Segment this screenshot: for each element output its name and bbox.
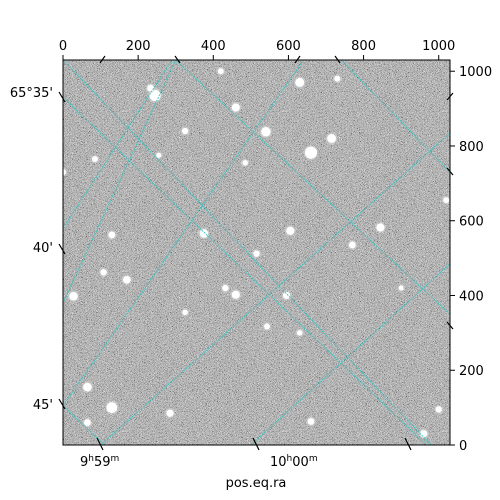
grid-line xyxy=(63,60,432,445)
star xyxy=(332,74,342,84)
star xyxy=(106,230,117,240)
x-tick-label: 1000 xyxy=(422,39,455,54)
star xyxy=(306,416,316,427)
grid-line xyxy=(100,132,450,445)
star xyxy=(98,267,109,277)
ra-top-tick xyxy=(334,55,341,64)
star xyxy=(293,76,306,89)
pixel-y-axis-right: 0 200 400 600 800 1000 xyxy=(450,65,492,454)
star xyxy=(325,132,338,145)
plot-area xyxy=(62,59,451,446)
star xyxy=(295,328,304,338)
star xyxy=(198,227,210,240)
dec-tick-mark xyxy=(58,243,66,255)
y-tick-label: 200 xyxy=(459,364,484,379)
y-tick-label: 400 xyxy=(459,289,484,304)
star xyxy=(220,283,230,293)
star xyxy=(281,290,292,301)
star xyxy=(164,408,176,419)
star xyxy=(434,404,444,415)
ra-tick-label: 9h59m xyxy=(80,454,119,470)
grid-line xyxy=(63,60,304,407)
star xyxy=(145,83,156,93)
ra-top-tick xyxy=(99,55,106,64)
x-tick-label: 600 xyxy=(276,39,301,54)
y-tick-label: 0 xyxy=(459,439,467,454)
x-tick-label: 200 xyxy=(126,39,151,54)
star xyxy=(262,322,272,331)
dec-tick-mark xyxy=(58,398,66,410)
x-tick-label: 800 xyxy=(351,39,376,54)
grid-line xyxy=(175,60,450,315)
ra-axis-title: pos.eq.ra xyxy=(226,476,287,491)
ra-tick-mark xyxy=(252,437,260,451)
star xyxy=(90,154,100,164)
ra-top-tick xyxy=(174,55,181,64)
y-tick-label: 600 xyxy=(459,215,484,230)
star xyxy=(441,195,450,205)
star xyxy=(259,125,273,138)
x-tick-label: 0 xyxy=(59,39,67,54)
star xyxy=(284,225,296,237)
pixel-x-axis-top: 0 200 400 600 800 1000 xyxy=(59,39,455,60)
ra-tick-mark xyxy=(96,437,104,451)
star xyxy=(397,283,406,293)
coordinate-grid xyxy=(63,60,450,445)
ra-tick-mark xyxy=(404,437,412,451)
dec-right-tick xyxy=(446,92,454,101)
star xyxy=(180,308,190,317)
star xyxy=(347,240,358,250)
star xyxy=(121,274,133,286)
star xyxy=(82,417,93,428)
y-tick-label: 1000 xyxy=(459,65,492,80)
star xyxy=(67,290,80,303)
dec-right-tick xyxy=(446,167,454,176)
star xyxy=(81,381,94,393)
star xyxy=(230,289,242,301)
x-tick-label: 400 xyxy=(201,39,226,54)
star xyxy=(216,66,226,76)
grid-line xyxy=(63,60,177,304)
star xyxy=(104,400,119,415)
y-tick-label: 800 xyxy=(459,140,484,155)
ra-tick-label: 10h00m xyxy=(270,454,318,470)
ra-axis-bottom: 9h59m 10h00m pos.eq.ra xyxy=(80,437,412,491)
stars-layer xyxy=(63,66,450,439)
dec-tick-label: 40' xyxy=(33,241,53,256)
dec-axis-left: 65°35' 40' 45' xyxy=(10,86,66,413)
ra-top-tick xyxy=(294,55,301,64)
star xyxy=(180,126,190,136)
dec-tick-label: 45' xyxy=(33,398,53,413)
grid-line xyxy=(63,405,105,445)
star xyxy=(303,145,319,161)
star xyxy=(374,221,387,234)
star xyxy=(63,167,68,177)
star xyxy=(251,248,262,259)
dec-tick-label: 65°35' xyxy=(10,86,53,101)
grid-line xyxy=(340,60,450,173)
star xyxy=(230,101,242,114)
dec-tick-mark xyxy=(58,91,66,103)
grid-line xyxy=(63,60,173,229)
dec-right-tick xyxy=(446,321,454,330)
world-tick-marks-top xyxy=(99,55,454,330)
grid-line xyxy=(63,97,428,445)
star xyxy=(240,158,250,168)
star xyxy=(154,151,163,160)
